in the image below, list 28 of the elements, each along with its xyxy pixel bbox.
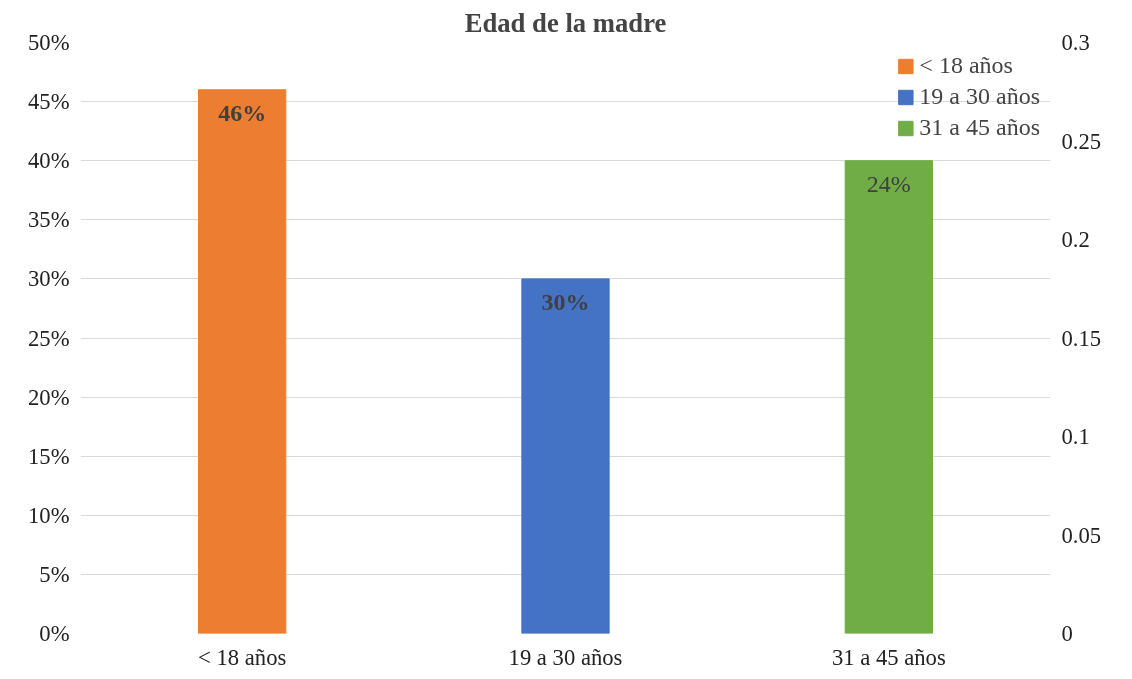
- y2-tick-label: 0.25: [1061, 128, 1102, 154]
- legend-label: 31 a 45 años: [919, 114, 1040, 141]
- y-tick-label: 0%: [39, 621, 70, 646]
- y-tick-label: 20%: [27, 384, 70, 410]
- data-label: 30%: [541, 288, 590, 315]
- y-tick-label: 10%: [27, 502, 70, 528]
- y-tick-label: 25%: [27, 325, 70, 351]
- y-tick-label: 30%: [27, 266, 70, 292]
- y2-tick-label: 0.15: [1061, 325, 1102, 351]
- data-label: 24%: [866, 170, 911, 197]
- y-tick-label: 15%: [27, 443, 70, 469]
- y2-tick-label: 0.05: [1061, 522, 1102, 548]
- y-tick-label: 45%: [27, 89, 70, 115]
- chart-title: Edad de la madre: [464, 7, 667, 38]
- y-tick-label: 40%: [27, 148, 70, 174]
- x-tick-label: 19 a 30 años: [508, 644, 623, 670]
- data-label: 46%: [218, 99, 267, 126]
- x-tick-label: < 18 años: [198, 644, 287, 670]
- legend-label: < 18 años: [919, 52, 1013, 79]
- y2-tick-label: 0: [1061, 621, 1073, 646]
- y-tick-label: 35%: [27, 207, 70, 233]
- legend-label: 19 a 30 años: [919, 83, 1040, 110]
- y-tick-label: 5%: [39, 561, 70, 587]
- y2-tick-label: 0.3: [1061, 30, 1090, 55]
- y-tick-label: 50%: [27, 30, 70, 55]
- y2-tick-label: 0.1: [1061, 424, 1090, 449]
- y2-tick-label: 0.2: [1061, 227, 1090, 252]
- x-tick-label: 31 a 45 años: [831, 644, 946, 670]
